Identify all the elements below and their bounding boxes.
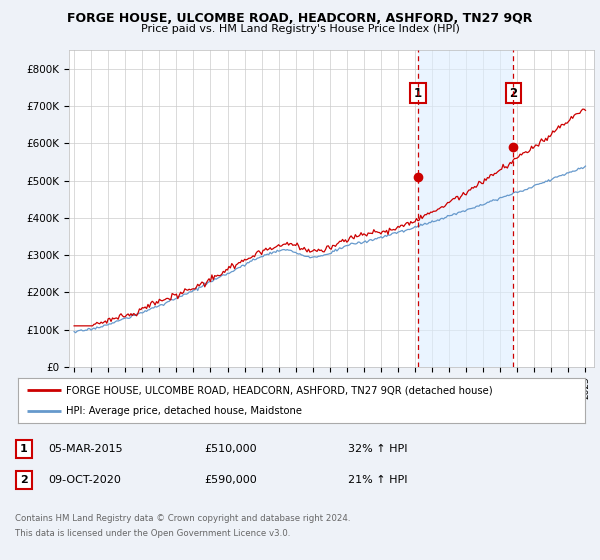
Text: Contains HM Land Registry data © Crown copyright and database right 2024.: Contains HM Land Registry data © Crown c… (15, 514, 350, 523)
Text: 21% ↑ HPI: 21% ↑ HPI (348, 475, 407, 485)
Text: HPI: Average price, detached house, Maidstone: HPI: Average price, detached house, Maid… (66, 405, 302, 416)
Text: This data is licensed under the Open Government Licence v3.0.: This data is licensed under the Open Gov… (15, 529, 290, 538)
Text: 05-MAR-2015: 05-MAR-2015 (48, 444, 122, 454)
Text: 2: 2 (509, 87, 517, 100)
Text: £510,000: £510,000 (204, 444, 257, 454)
Text: £590,000: £590,000 (204, 475, 257, 485)
Text: FORGE HOUSE, ULCOMBE ROAD, HEADCORN, ASHFORD, TN27 9QR (detached house): FORGE HOUSE, ULCOMBE ROAD, HEADCORN, ASH… (66, 385, 493, 395)
Text: Price paid vs. HM Land Registry's House Price Index (HPI): Price paid vs. HM Land Registry's House … (140, 24, 460, 34)
Text: 32% ↑ HPI: 32% ↑ HPI (348, 444, 407, 454)
Text: 1: 1 (20, 444, 28, 454)
Bar (418, 50, 514, 367)
Text: 09-OCT-2020: 09-OCT-2020 (48, 475, 121, 485)
Text: FORGE HOUSE, ULCOMBE ROAD, HEADCORN, ASHFORD, TN27 9QR: FORGE HOUSE, ULCOMBE ROAD, HEADCORN, ASH… (67, 12, 533, 25)
Text: 1: 1 (414, 87, 422, 100)
Text: 2: 2 (20, 475, 28, 485)
